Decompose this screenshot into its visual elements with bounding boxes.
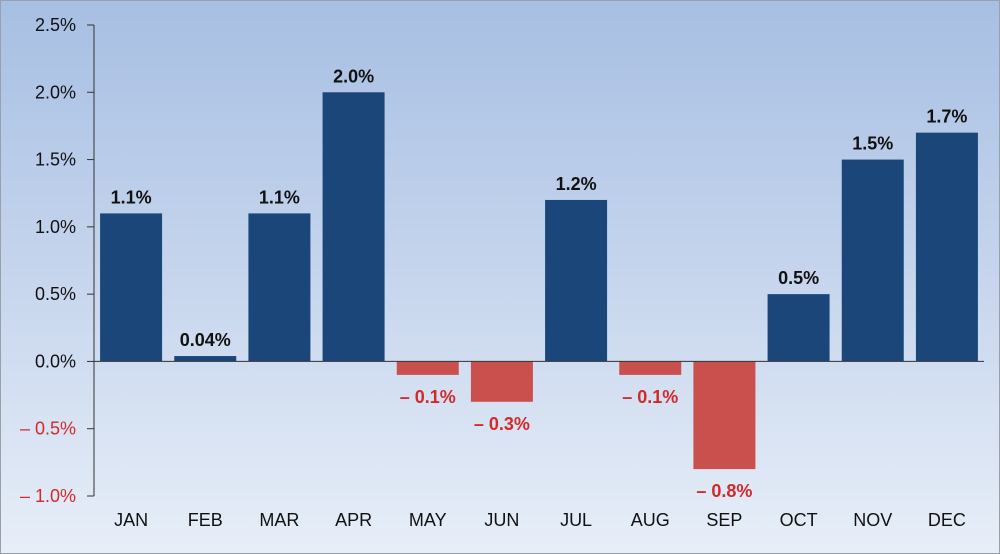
data-label-feb: 0.04% bbox=[180, 330, 231, 350]
data-label-mar: 1.1% bbox=[259, 187, 300, 207]
y-tick-label: 0.0% bbox=[35, 351, 76, 371]
x-category-label: JUL bbox=[560, 510, 592, 530]
data-label-aug: – 0.1% bbox=[622, 387, 678, 407]
bar-jun bbox=[470, 361, 533, 402]
y-tick-label: 1.5% bbox=[35, 150, 76, 170]
bar-may bbox=[396, 361, 459, 375]
data-label-jul: 1.2% bbox=[556, 174, 597, 194]
y-tick-label: – 1.0% bbox=[20, 486, 76, 506]
data-label-nov: 1.5% bbox=[852, 134, 893, 154]
data-label-dec: 1.7% bbox=[926, 107, 967, 127]
x-category-label: DEC bbox=[928, 510, 966, 530]
bar-sep bbox=[693, 361, 756, 470]
x-category-label: MAR bbox=[259, 510, 299, 530]
x-category-label: OCT bbox=[780, 510, 818, 530]
x-category-label: JUN bbox=[484, 510, 519, 530]
bar-feb bbox=[174, 356, 237, 362]
x-category-label: NOV bbox=[853, 510, 892, 530]
data-label-apr: 2.0% bbox=[333, 66, 374, 86]
bar-dec bbox=[915, 132, 978, 362]
y-tick-label: 1.0% bbox=[35, 217, 76, 237]
bar-oct bbox=[767, 294, 830, 362]
y-tick-label: 0.5% bbox=[35, 284, 76, 304]
x-category-label: SEP bbox=[706, 510, 742, 530]
x-category-label: APR bbox=[335, 510, 372, 530]
x-category-label: AUG bbox=[631, 510, 670, 530]
data-label-oct: 0.5% bbox=[778, 268, 819, 288]
bar-mar bbox=[248, 213, 311, 362]
bar-apr bbox=[322, 92, 385, 362]
data-label-sep: – 0.8% bbox=[696, 481, 752, 501]
data-label-may: – 0.1% bbox=[400, 387, 456, 407]
y-tick-label: – 0.5% bbox=[20, 419, 76, 439]
y-tick-label: 2.0% bbox=[35, 82, 76, 102]
bar-jan bbox=[100, 213, 163, 362]
bar-nov bbox=[841, 159, 904, 362]
x-category-label: JAN bbox=[114, 510, 148, 530]
x-category-label: FEB bbox=[188, 510, 223, 530]
data-label-jan: 1.1% bbox=[111, 187, 152, 207]
x-category-label: MAY bbox=[409, 510, 447, 530]
bar-aug bbox=[619, 361, 682, 375]
bar-jul bbox=[545, 199, 608, 362]
y-tick-label: 2.5% bbox=[35, 15, 76, 35]
data-label-jun: – 0.3% bbox=[474, 414, 530, 434]
